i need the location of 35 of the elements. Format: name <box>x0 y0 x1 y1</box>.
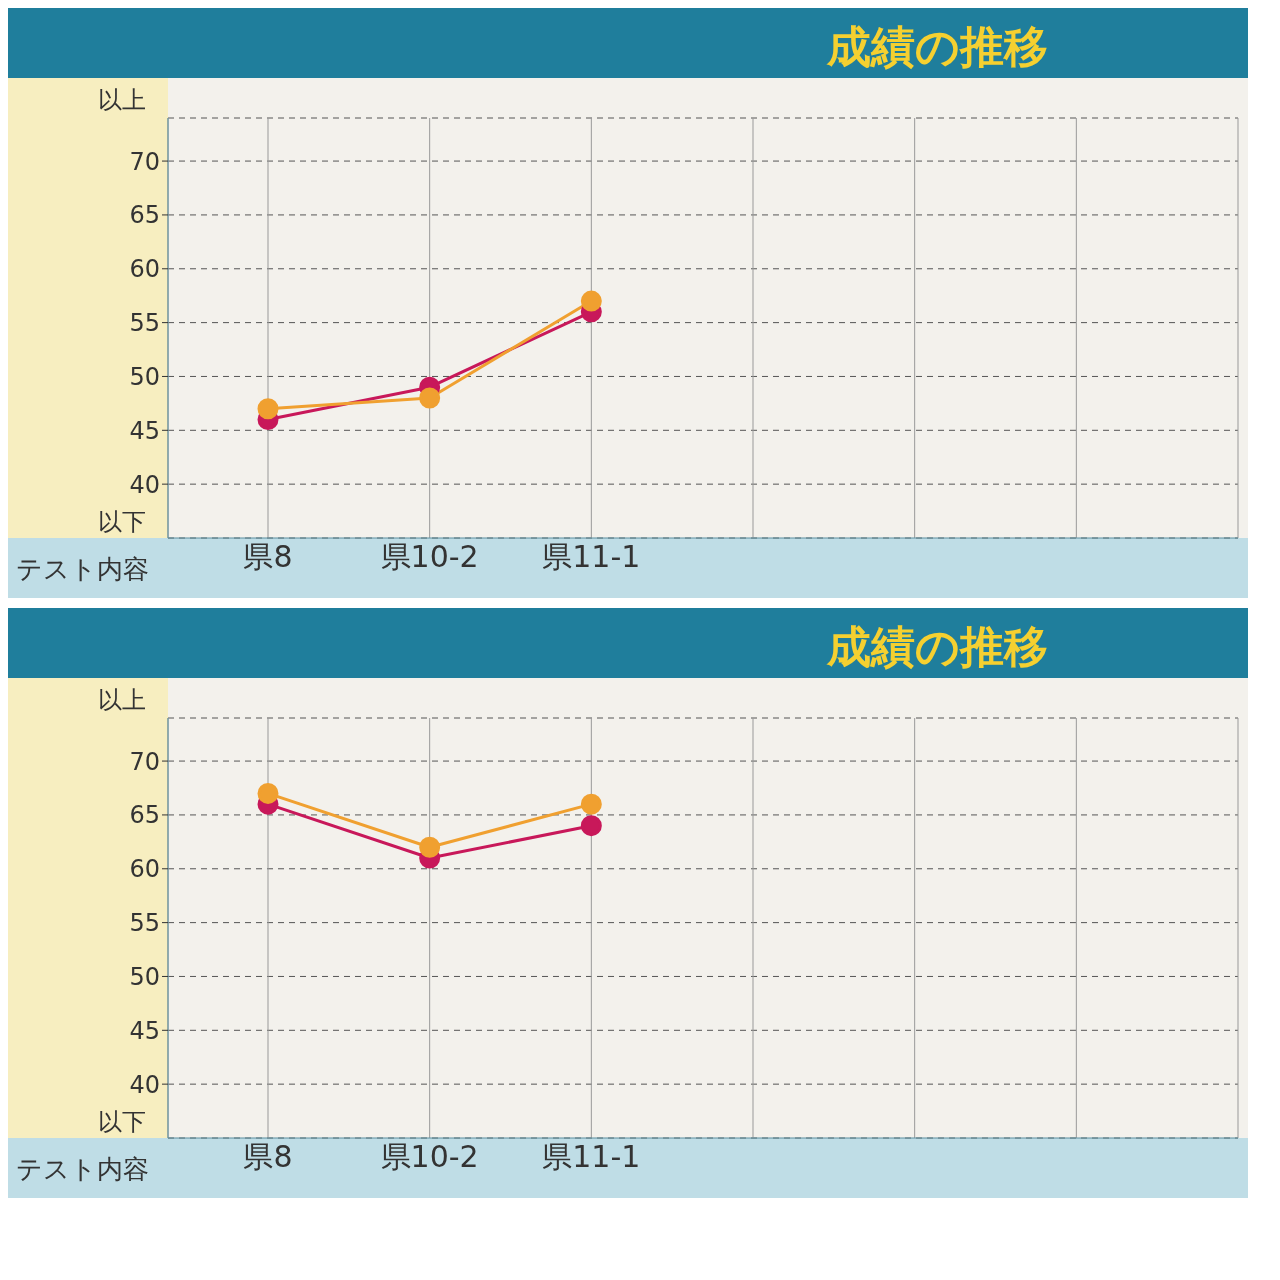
point <box>257 782 279 804</box>
point <box>580 290 602 312</box>
x-tick-label: 県8 <box>243 539 293 575</box>
x-axis-title: テスト内容 <box>16 1153 149 1186</box>
point <box>580 793 602 815</box>
x-tick-label: 県10-2 <box>380 1139 479 1175</box>
y-tick-label: 65 <box>129 801 160 830</box>
text: 以下 <box>98 507 146 538</box>
x-tick-label: 県8 <box>243 1139 293 1175</box>
chart-title: 成績の推移 <box>827 20 1048 74</box>
y-tick-label: 55 <box>129 909 160 938</box>
x-tick-label: 県11-1 <box>542 1139 641 1175</box>
y-tick-label: 40 <box>129 1070 160 1099</box>
y-tick-label: 45 <box>129 1016 160 1045</box>
text: 以上 <box>98 85 146 116</box>
y-tick-label: 45 <box>129 416 160 445</box>
chart-title: 成績の推移 <box>827 620 1048 674</box>
point <box>419 387 441 409</box>
point <box>257 398 279 420</box>
y-tick-label: 50 <box>129 962 160 991</box>
y-tick-label: 70 <box>129 147 160 176</box>
y-tick-label: 60 <box>129 255 160 284</box>
text: 以上 <box>98 685 146 716</box>
y-tick-label: 40 <box>129 470 160 499</box>
point <box>580 815 602 837</box>
text: 以下 <box>98 1107 146 1138</box>
y-tick-label: 55 <box>129 309 160 338</box>
y-tick-label: 50 <box>129 362 160 391</box>
x-axis-title: テスト内容 <box>16 553 149 586</box>
x-tick-label: 県11-1 <box>542 539 641 575</box>
y-tick-label: 70 <box>129 747 160 776</box>
point <box>419 836 441 858</box>
y-tick-label: 65 <box>129 201 160 230</box>
x-tick-label: 県10-2 <box>380 539 479 575</box>
y-tick-label: 60 <box>129 855 160 884</box>
